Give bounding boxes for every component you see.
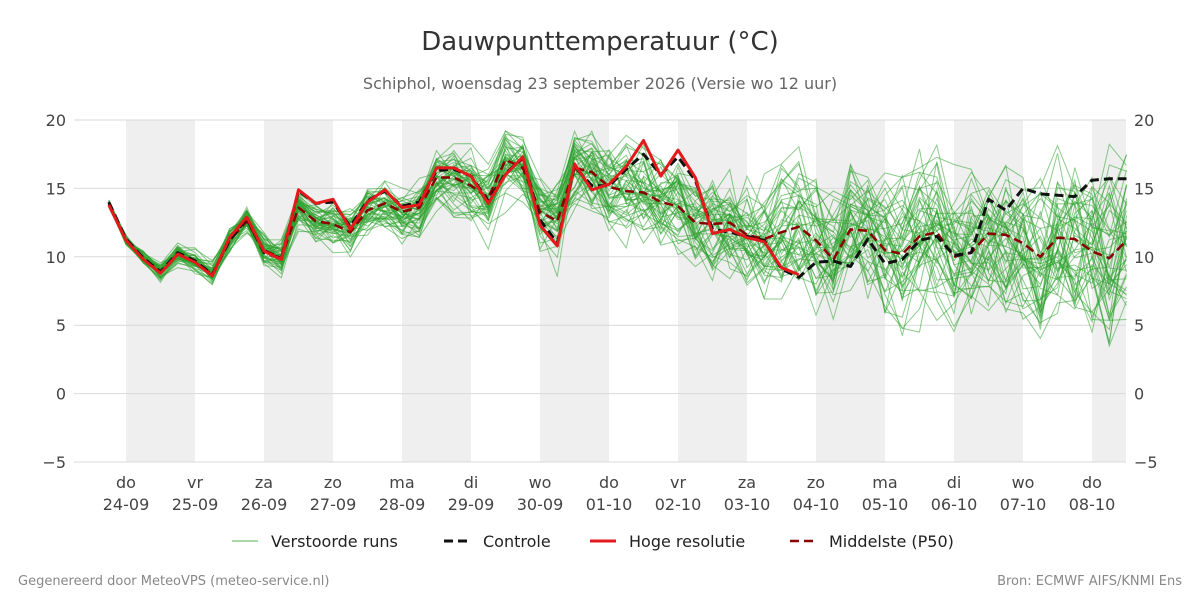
x-tick-day: zo: [324, 473, 342, 492]
ensemble-run-26: [108, 154, 1127, 320]
ensemble-run-36: [108, 145, 1127, 326]
x-tick-date: 06-10: [931, 495, 978, 514]
x-tick-date: 27-09: [310, 495, 357, 514]
day-band-1: [264, 120, 333, 462]
y-tick-label-right: 5: [1134, 316, 1144, 335]
x-tick-date: 30-09: [517, 495, 564, 514]
day-band-6: [954, 120, 1023, 462]
legend-label-ensemble: Verstoorde runs: [271, 532, 398, 551]
x-tick-day: za: [738, 473, 756, 492]
x-tick-day: do: [1082, 473, 1102, 492]
x-tick-date: 07-10: [1000, 495, 1047, 514]
x-tick-day: ma: [389, 473, 414, 492]
y-axis-ticks: 20 20 15 15 10 10 5 5 0 0 −5 −5: [42, 111, 1157, 472]
x-tick-day: za: [255, 473, 273, 492]
x-tick-day: do: [116, 473, 136, 492]
legend-label-hires: Hoge resolutie: [629, 532, 745, 551]
x-tick-date: 26-09: [241, 495, 288, 514]
x-tick-date: 01-10: [586, 495, 633, 514]
x-tick-date: 03-10: [724, 495, 771, 514]
ensemble-run-39: [108, 137, 1127, 313]
day-band-4: [678, 120, 747, 462]
x-tick-date: 28-09: [379, 495, 426, 514]
ensemble-run-13: [108, 154, 1127, 333]
footer-source: Bron: ECMWF AIFS/KNMI Ens: [997, 574, 1182, 589]
day-band-0: [126, 120, 195, 462]
ensemble-run-32: [108, 150, 1127, 340]
x-tick-day: wo: [529, 473, 552, 492]
ensemble-run-41: [108, 137, 1127, 316]
y-tick-label-left: 20: [46, 111, 66, 130]
x-tick-date: 02-10: [655, 495, 702, 514]
x-tick-day: di: [464, 473, 479, 492]
x-tick-date: 08-10: [1069, 495, 1116, 514]
y-tick-label-left: 15: [46, 179, 66, 198]
y-tick-label-right: 10: [1134, 248, 1154, 267]
x-tick-day: di: [947, 473, 962, 492]
x-tick-day: zo: [807, 473, 825, 492]
x-tick-day: wo: [1012, 473, 1035, 492]
ensemble-run-8: [108, 134, 1127, 321]
y-tick-label-left: 10: [46, 248, 66, 267]
ensemble-run-49: [108, 142, 1127, 283]
x-tick-day: vr: [670, 473, 686, 492]
y-tick-label-right: 15: [1134, 179, 1154, 198]
legend-label-control: Controle: [483, 532, 551, 551]
grid-lines: [74, 119, 1126, 463]
legend-label-median: Middelste (P50): [829, 532, 954, 551]
day-band-5: [816, 120, 885, 462]
legend: Verstoorde runs Controle Hoge resolutie …: [232, 532, 954, 551]
y-tick-label-right: 20: [1134, 111, 1154, 130]
x-tick-date: 05-10: [862, 495, 909, 514]
series-hoge-resolutie: [107, 139, 800, 278]
y-tick-label-right: −5: [1134, 453, 1158, 472]
x-tick-day: vr: [187, 473, 203, 492]
x-tick-date: 25-09: [172, 495, 219, 514]
ensemble-run-45: [108, 152, 1127, 345]
ensemble-run-35: [108, 142, 1127, 314]
x-tick-date: 04-10: [793, 495, 840, 514]
y-tick-label-left: 5: [56, 316, 66, 335]
y-tick-label-left: −5: [42, 453, 66, 472]
x-tick-date: 24-09: [103, 495, 150, 514]
x-axis-ticks: do 24-09 vr 25-09 za 26-09 zo 27-09 ma 28-09 di 29-…: [103, 473, 1116, 514]
y-tick-label-left: 0: [56, 385, 66, 404]
ensemble-run-40: [108, 148, 1127, 302]
chart-title: Dauwpunttemperatuur (°C): [421, 27, 779, 57]
x-tick-day: ma: [872, 473, 897, 492]
x-tick-day: do: [599, 473, 619, 492]
ensemble-run-11: [108, 136, 1127, 314]
footer-generated-by: Gegenereerd door MeteoVPS (meteo-service…: [18, 574, 329, 589]
y-tick-label-right: 0: [1134, 385, 1144, 404]
x-tick-date: 29-09: [448, 495, 495, 514]
ensemble-run-29: [108, 133, 1127, 317]
chart-subtitle: Schiphol, woensdag 23 september 2026 (Ve…: [363, 74, 837, 93]
main-series: [107, 139, 1128, 279]
